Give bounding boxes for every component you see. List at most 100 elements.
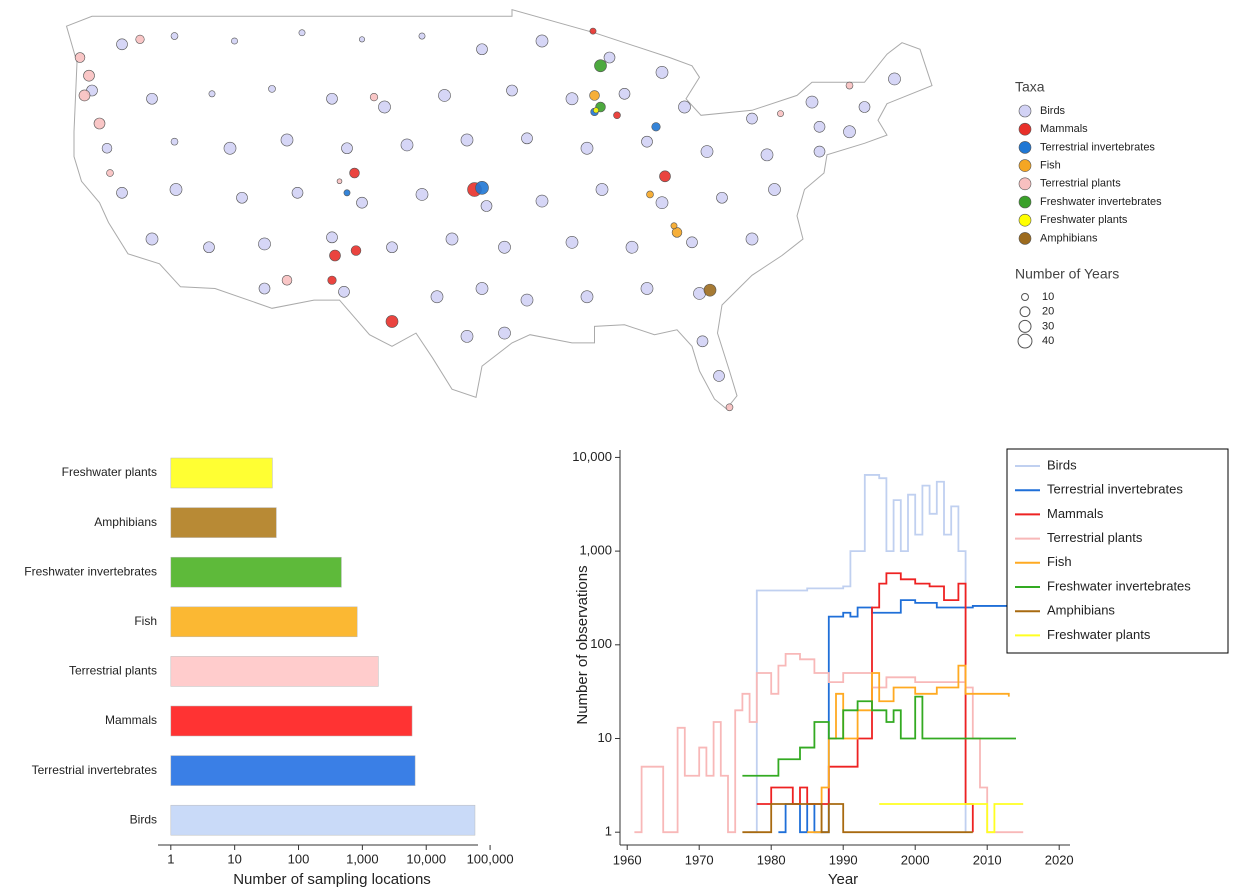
x-tick-label: 2020: [1045, 852, 1074, 867]
site-point: [338, 285, 350, 298]
series-line: [742, 695, 1016, 777]
site-point: [888, 72, 901, 86]
size-legend-circle: [1021, 293, 1029, 301]
site-point: [476, 43, 488, 56]
legend-label: Freshwater invertebrates: [1047, 578, 1191, 593]
site-point: [400, 138, 414, 152]
site-point: [116, 187, 128, 199]
site-point: [580, 141, 594, 155]
site-point: [618, 88, 631, 100]
site-point: [565, 235, 579, 249]
x-tick-label: 100: [288, 851, 310, 866]
y-tick-label: Birds: [130, 812, 157, 826]
site-point: [145, 232, 159, 246]
site-point: [746, 112, 758, 125]
site-point: [336, 178, 343, 185]
site-point: [208, 90, 216, 98]
site-point: [135, 34, 145, 44]
bar: [170, 804, 476, 836]
legend-label: Terrestrial plants: [1040, 178, 1121, 190]
site-point: [805, 95, 819, 109]
site-point: [580, 290, 594, 304]
site-point: [281, 275, 293, 286]
site-point: [651, 122, 661, 132]
site-point: [258, 237, 271, 251]
site-point: [356, 196, 368, 209]
site-point: [646, 190, 654, 199]
site-point: [603, 51, 616, 64]
site-point: [101, 143, 113, 154]
site-point: [326, 231, 338, 244]
site-point: [716, 191, 728, 204]
site-point: [170, 137, 179, 146]
legend-label: Freshwater plants: [1047, 627, 1151, 642]
site-point: [521, 132, 533, 145]
site-point: [169, 183, 183, 196]
site-point: [693, 287, 706, 300]
series-line: [634, 652, 1024, 834]
site-point: [713, 370, 725, 382]
site-point: [430, 290, 444, 304]
legend-swatch: [1018, 213, 1032, 227]
site-point: [678, 100, 691, 114]
site-point: [329, 249, 341, 262]
site-point: [78, 89, 91, 102]
site-point: [369, 92, 379, 102]
bar: [170, 507, 277, 538]
site-point: [777, 110, 784, 118]
site-point: [475, 282, 489, 295]
site-point: [696, 335, 709, 348]
site-point: [594, 59, 607, 73]
site-point: [359, 36, 365, 43]
site-point: [415, 188, 429, 201]
size-legend-circle: [1018, 319, 1032, 333]
y-tick-label: Terrestrial plants: [69, 664, 157, 678]
y-tick-label: Fish: [134, 614, 157, 628]
site-point: [106, 169, 114, 177]
y-tick-label: Mammals: [105, 713, 157, 727]
series-line: [807, 664, 1010, 834]
site-point: [659, 170, 671, 183]
site-point: [700, 145, 714, 158]
x-tick-label: 1: [167, 851, 174, 866]
x-tick-label: 100,000: [467, 851, 514, 866]
site-point: [535, 34, 549, 48]
x-axis-title: Number of sampling locations: [233, 871, 431, 888]
site-point: [203, 241, 215, 254]
bar: [170, 656, 379, 687]
bar: [170, 705, 413, 737]
bar: [170, 606, 358, 638]
site-point: [498, 326, 511, 340]
site-point: [460, 330, 474, 343]
size-legend-circle: [1019, 306, 1031, 318]
x-tick-label: 10: [227, 851, 241, 866]
site-point: [745, 232, 759, 246]
site-point: [589, 27, 597, 35]
site-point: [655, 66, 669, 79]
size-legend-label: 30: [1042, 320, 1054, 332]
legend-swatch: [1018, 141, 1032, 154]
site-point: [760, 148, 774, 162]
legend-label: Terrestrial invertebrates: [1047, 482, 1183, 497]
site-point: [74, 52, 86, 63]
us-outline: [65, 9, 933, 410]
y-tick-label: Freshwater plants: [62, 465, 157, 479]
bar: [170, 556, 342, 588]
site-point: [291, 187, 304, 199]
site-point: [170, 32, 179, 40]
site-point: [341, 142, 353, 155]
site-point: [670, 222, 678, 230]
site-point: [589, 90, 600, 101]
site-point: [350, 245, 362, 256]
legend-swatch: [1018, 195, 1032, 209]
legend-label: Birds: [1047, 457, 1077, 472]
legend-label: Mammals: [1040, 123, 1088, 135]
x-tick-label: 1980: [757, 852, 786, 867]
site-point: [343, 189, 351, 197]
series-line: [749, 474, 967, 834]
x-tick-label: 2010: [973, 852, 1002, 867]
site-point: [280, 133, 294, 147]
site-point: [641, 135, 653, 148]
